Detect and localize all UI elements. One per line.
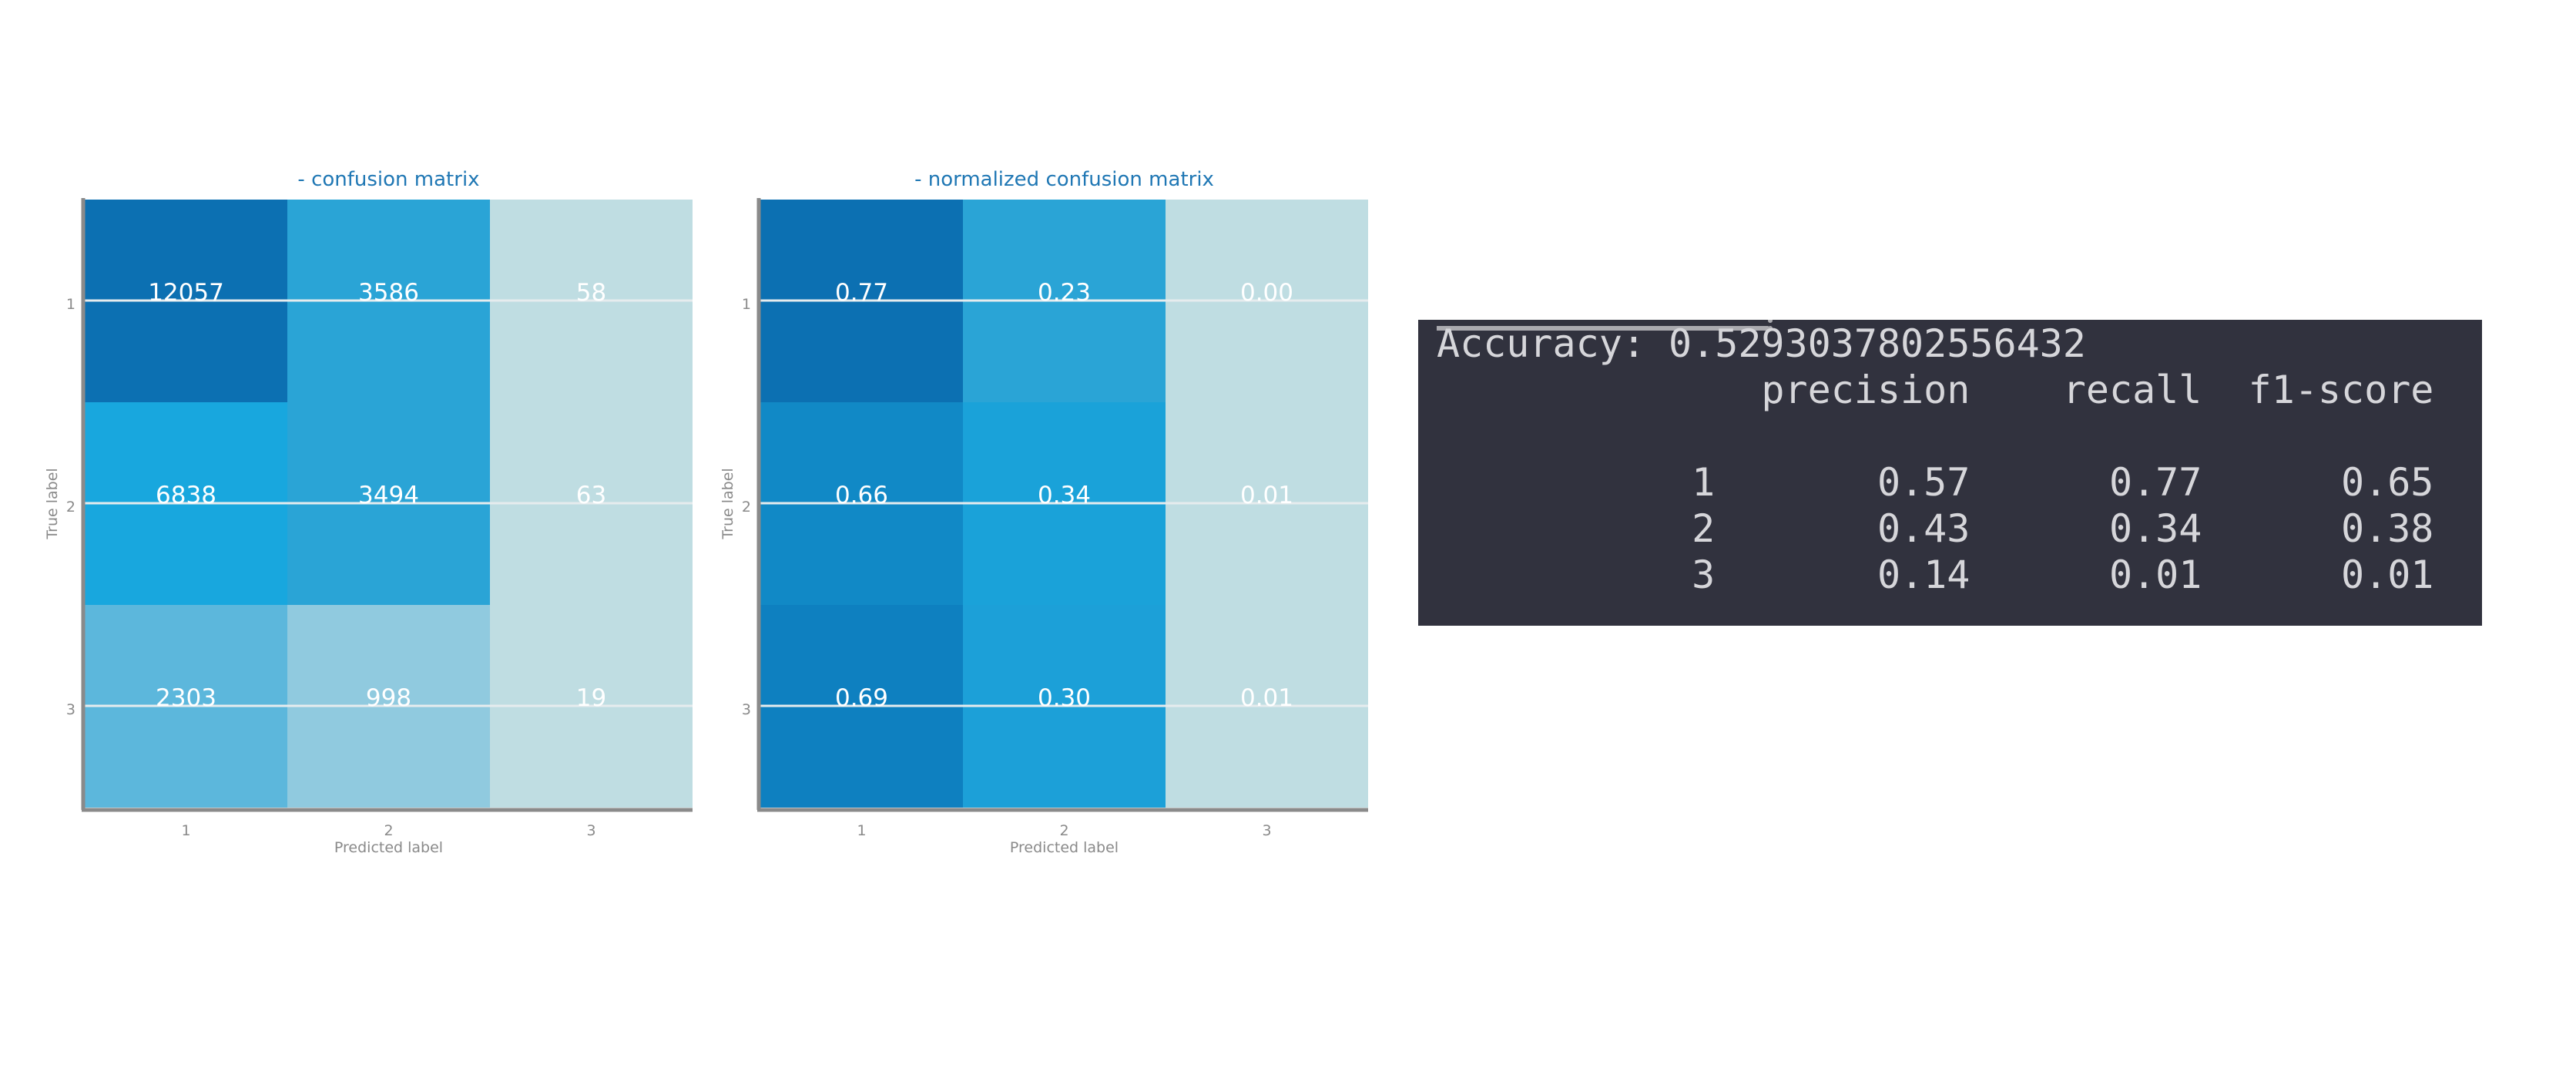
x-axis-label: Predicted label [334, 839, 443, 856]
cell-value-label: 0.01 [1240, 684, 1293, 712]
cell-value-label: 3586 [358, 279, 419, 307]
y-tick-label: 1 [742, 296, 751, 313]
y-axis-label: True label [719, 468, 736, 539]
cell-value-label: 0.30 [1038, 684, 1091, 712]
cell-value-label: 19 [576, 684, 606, 712]
report-row-3: 3 0.14 0.01 0.01 [1437, 553, 2434, 597]
x-tick-label: 1 [181, 822, 190, 839]
cell-value-label: 0.34 [1038, 482, 1091, 509]
chart-title: - normalized confusion matrix [914, 168, 1214, 191]
cell-value-label: 0.69 [835, 684, 888, 712]
y-tick-label: 3 [66, 701, 75, 718]
cell-value-label: 0.66 [835, 482, 888, 509]
cell-value-label: 12057 [148, 279, 224, 307]
accuracy-line: Accuracy: 0.5293037802556432 [1437, 321, 2086, 366]
cell-value-label: 3494 [358, 482, 419, 509]
y-tick-label: 3 [742, 701, 751, 718]
x-tick-label: 2 [1059, 822, 1068, 839]
x-tick-label: 3 [1262, 822, 1271, 839]
x-tick-label: 3 [586, 822, 595, 839]
report-header-line: precision recall f1-score [1437, 368, 2434, 412]
x-tick-label: 1 [857, 822, 866, 839]
cell-value-label: 0.00 [1240, 279, 1293, 307]
cropped-text-fragment [1437, 320, 1773, 331]
cell-value-label: 0.77 [835, 279, 888, 307]
cell-value-label: 998 [366, 684, 411, 712]
cell-value-label: 63 [576, 482, 606, 509]
cell-value-label: 6838 [156, 482, 216, 509]
cell-value-label: 0.01 [1240, 482, 1293, 509]
y-tick-label: 2 [742, 499, 751, 516]
cell-value-label: 2303 [156, 684, 216, 712]
y-axis-label: True label [44, 468, 61, 539]
classification-report-panel: Accuracy: 0.5293037802556432 precision r… [1418, 320, 2482, 626]
cell-value-label: 0.23 [1038, 279, 1091, 307]
y-tick-label: 2 [66, 499, 75, 516]
cell-value-label: 58 [576, 279, 606, 307]
y-tick-label: 1 [66, 296, 75, 313]
x-axis-label: Predicted label [1010, 839, 1119, 856]
x-tick-label: 2 [384, 822, 393, 839]
report-row-1: 1 0.57 0.77 0.65 [1437, 460, 2434, 505]
chart-title: - confusion matrix [297, 168, 479, 191]
report-row-2: 2 0.43 0.34 0.38 [1437, 506, 2434, 551]
